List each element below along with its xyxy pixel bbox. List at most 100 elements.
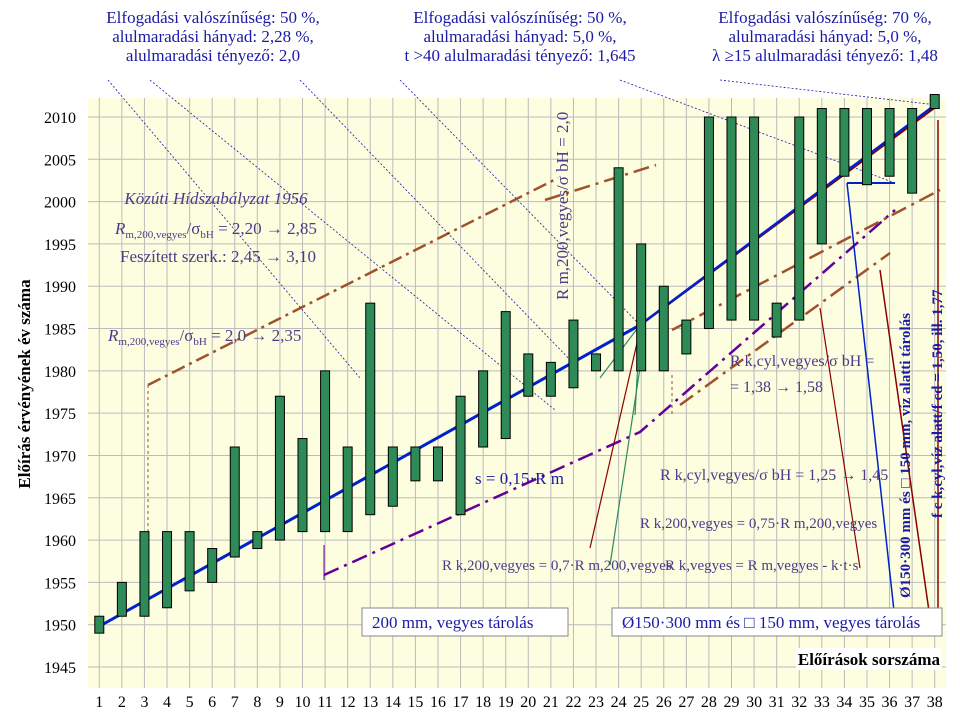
title-block-1: Elfogadási valószínűség: 50 %, alulmarad… [88,8,338,65]
leader-red-3 [879,269,931,619]
brown-dash-line-4 [671,188,941,332]
leader-2 [149,79,556,411]
x-tick-label: 38 [927,694,943,711]
x-tick-label: 6 [208,694,216,711]
range-bar [184,531,195,592]
range-bar [749,116,760,321]
rkcyl-125-label: R k,cyl,vegyes/σ bH = 1,25 → 1,45 [660,467,888,484]
range-bar [94,615,105,634]
y-tick-label: 1945 [44,660,76,677]
x-tick-label: 19 [498,694,514,711]
range-bar [455,395,466,516]
x-tick-label: 23 [588,694,604,711]
x-tick-label: 25 [633,694,649,711]
kozuti-ratio: Rm,200,vegyes/σbH = 2,20 → 2,85 [114,219,317,241]
y-tick-label: 2010 [44,110,76,127]
x-axis-title-bg [796,648,942,670]
x-tick-label: 37 [904,694,920,711]
range-bar [703,116,714,330]
x-tick-label: 14 [385,694,401,711]
brown-dash-line-3 [544,163,657,202]
title-1-line-3: alulmaradási tényező: 2,0 [125,46,301,65]
range-bar [500,311,511,440]
range-bar [929,94,940,110]
x-tick-label: 4 [163,694,171,711]
x-tick-label: 16 [430,694,446,711]
title-2-line-1: Elfogadási valószínűség: 50 %, [413,8,627,27]
legend-200: 200 mm, vegyes tárolás [361,607,569,637]
y-tick-label: 1960 [44,533,76,550]
x-tick-label: 27 [678,694,694,711]
range-bar [320,370,331,533]
range-bar [274,395,285,541]
legend-200-label: 200 mm, vegyes tárolás [372,613,533,632]
leader-4 [399,79,641,326]
range-bar [365,302,376,516]
x-tick-label: 35 [859,694,875,711]
x-tick-label: 9 [276,694,284,711]
y-tick-label: 1965 [44,491,76,508]
y-tick-label: 1980 [44,364,76,381]
right-vertical-label-1: Ø150·300 mm és □ 150 mm, víz alatti táro… [898,313,914,598]
y-tick-labels: 1945 1950 1955 1960 1965 1970 1975 1980 1985 1990… [44,110,76,677]
x-tick-label: 1 [95,694,103,711]
y-tick-label: 1985 [44,322,76,339]
x-tick-label: 2 [118,694,126,711]
x-tick-label: 36 [882,694,898,711]
legend-150-label: Ø150·300 mm és □ 150 mm, vegyes tárolás [622,613,920,632]
range-bar [884,108,895,177]
range-bar [613,167,624,372]
annotations: Közúti Hídszabályzat 1956 Rm,200,vegyes/… [107,112,946,598]
title-2-line-3: t >40 alulmaradási tényező: 1,645 [404,46,636,65]
x-tick-label: 26 [656,694,672,711]
y-tick-label: 1950 [44,618,76,635]
x-tick-label: 33 [814,694,830,711]
right-vertical-label-2: f c k,cyl,víz alatt/f cd = 1,50, ill. 1,… [930,289,946,518]
legend-200-box [361,607,569,637]
x-tick-label: 10 [295,694,311,711]
range-bar [297,438,308,533]
range-bar [681,319,692,355]
leader-6 [719,79,938,106]
range-bar [591,353,602,372]
range-bar [658,285,669,372]
x-tick-label: 21 [543,694,559,711]
x-tick-label: 8 [253,694,261,711]
y-tick-label: 2005 [44,152,76,169]
title-block-3: Elfogadási valószínűség: 70 %, alulmarad… [690,8,960,65]
title-3-line-3: λ ≥15 alulmaradási tényező: 1,48 [712,46,938,65]
range-bar [907,108,918,194]
title-2-line-2: alulmaradási hányad: 5,0 %, [423,27,617,46]
title-3-line-1: Elfogadási valószínűség: 70 %, [718,8,932,27]
rkvegyes-label: R k,vegyes = R m,vegyes - k·t·s [665,558,859,574]
x-tick-label: 15 [407,694,423,711]
x-tick-label: 28 [701,694,717,711]
x-tick-label: 29 [724,694,740,711]
brown-dash-line-1 [147,176,559,387]
x-tick-label: 7 [231,694,239,711]
x-tick-label: 34 [836,694,852,711]
y-tick-label: 1955 [44,575,76,592]
range-bar [342,446,353,533]
y-tick-label: 1975 [44,406,76,423]
y-tick-label: 1995 [44,237,76,254]
x-tick-label: 3 [140,694,148,711]
title-3-line-2: alulmaradási hányad: 5,0 %, [728,27,922,46]
range-bar [207,548,218,583]
x-tick-label: 22 [565,694,581,711]
title-block-2: Elfogadási valószínűség: 50 %, alulmarad… [375,8,665,65]
x-tick-label: 11 [317,694,332,711]
x-tick-label: 12 [340,694,356,711]
x-tick-label: 17 [453,694,469,711]
legend-150-box [611,607,943,637]
x-axis-title: Előírások sorszáma [798,650,941,669]
x-axis-title-box: Előírások sorszáma [796,648,942,670]
rk200-075-label: R k,200,vegyes = 0,75·R m,200,vegyes [640,516,877,532]
x-tick-labels: 1 2 3 4 5 6 7 8 9 10 11 12 13 14 15 16 17 18 19 20 21 22 23 24 2… [95,694,942,711]
s-label: s = 0,15·R m [475,469,564,488]
brown-dash-line-2 [679,251,891,407]
range-bar [387,446,398,507]
range-bar [139,531,150,617]
y-axis-title: Előírás érvényének év száma [15,279,34,489]
